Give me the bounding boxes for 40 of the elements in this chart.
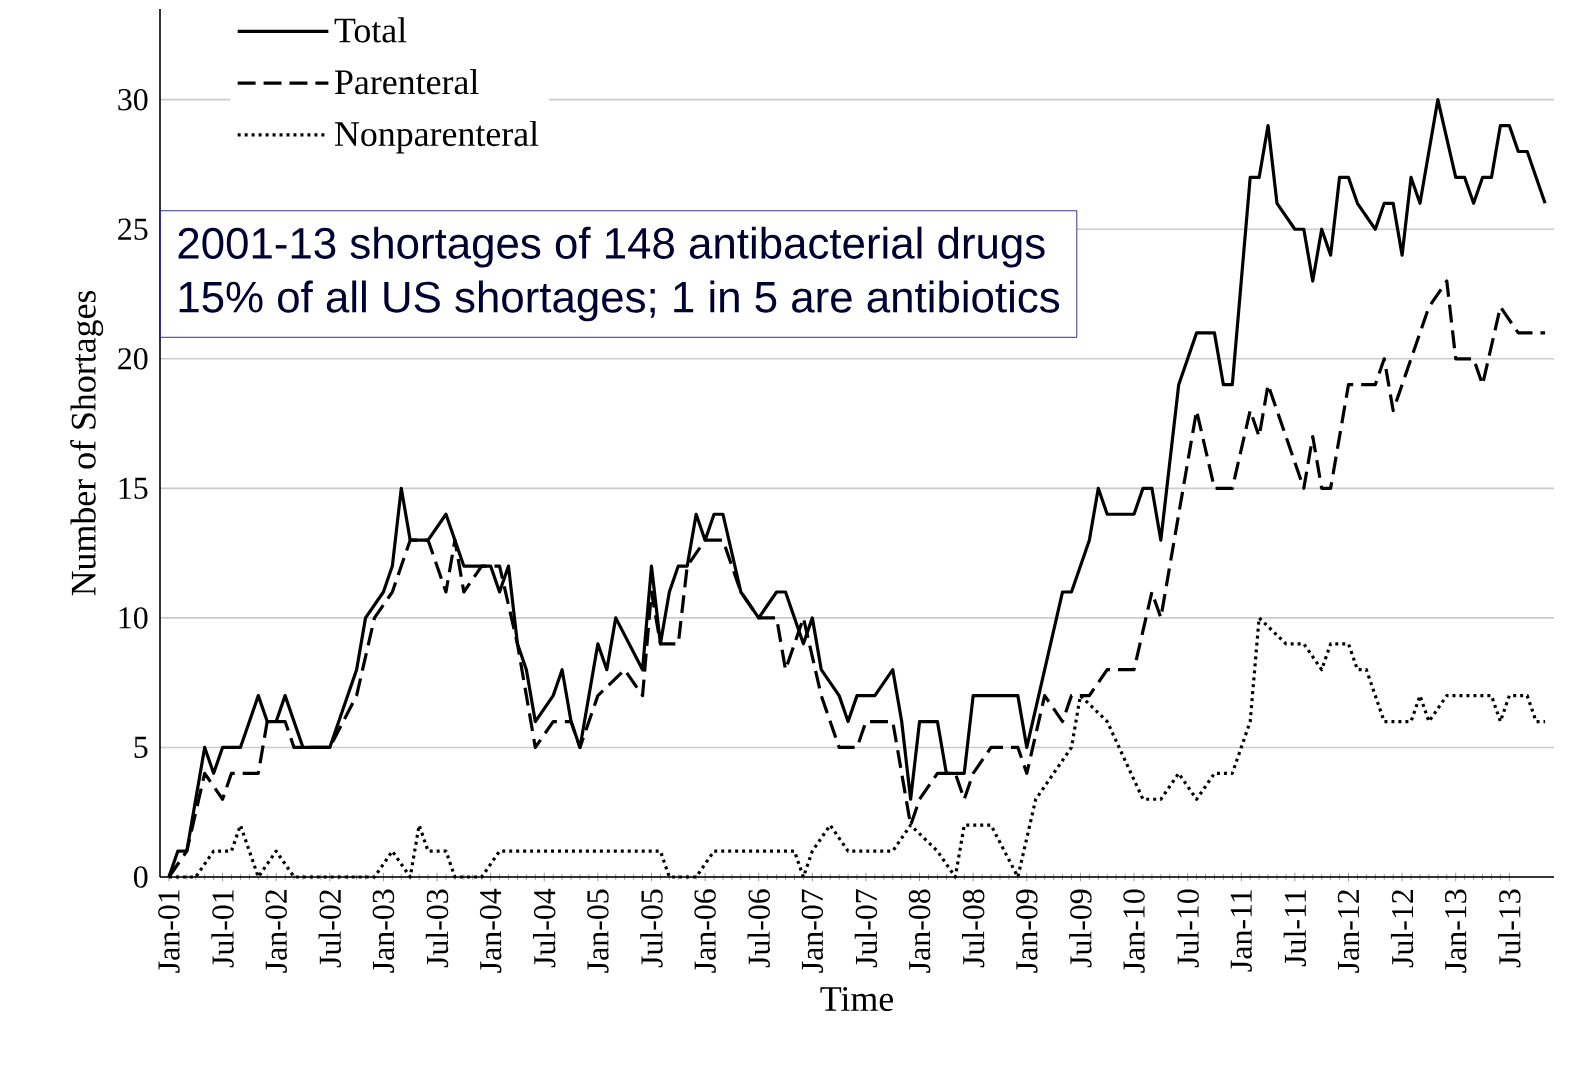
- x-tick-label: Jul-01: [211, 890, 234, 968]
- x-tick-label: Jan-02: [265, 890, 287, 973]
- x-tick-label: Jan-10: [1123, 889, 1145, 973]
- y-tick-label: 5: [134, 736, 148, 759]
- legend-label: Nonparenteral: [335, 120, 539, 154]
- y-tick-label: 25: [118, 218, 148, 240]
- x-tick-label: Jul-03: [425, 889, 449, 968]
- x-tick-label: Jan-13: [1445, 889, 1467, 973]
- x-tick-label: Jan-03: [372, 889, 395, 973]
- y-tick-label: 0: [133, 866, 148, 888]
- x-tick-label: Jul-07: [854, 889, 878, 968]
- x-tick-label: Jan-12: [1337, 890, 1360, 973]
- x-tick-label: Jan-08: [908, 889, 931, 973]
- x-tick-label: Jul-04: [533, 888, 556, 968]
- legend-label: Parenteral: [335, 69, 479, 95]
- legend-label: Total: [334, 17, 407, 43]
- x-tick-label: Jan-07: [801, 889, 824, 973]
- y-axis-title: Number of Shortages: [70, 290, 104, 596]
- x-tick-label: Jul-13: [1498, 889, 1521, 968]
- y-tick-label: 30: [118, 88, 148, 111]
- y-tick-label: 15: [119, 477, 148, 500]
- x-tick-label: Jul-02: [318, 890, 341, 968]
- x-tick-label: Jul-05: [640, 889, 663, 968]
- x-tick-label: Jul-08: [961, 889, 985, 968]
- x-tick-label: Jan-06: [694, 889, 716, 973]
- x-axis-title: Time: [820, 986, 894, 1012]
- x-tick-label: Jul-06: [747, 889, 770, 968]
- annotation: 2001-13 shortages of 148 antibacterial drugs: [178, 226, 1045, 268]
- y-tick-label: 10: [119, 607, 148, 629]
- x-tick-label: Jul-11: [1283, 890, 1307, 967]
- x-tick-label: Jan-01: [158, 890, 180, 973]
- x-tick-label: Jan-04: [479, 888, 502, 973]
- x-tick-label: Jul-10: [1176, 889, 1199, 968]
- x-tick-label: Jul-12: [1390, 890, 1414, 968]
- annotation: 15% of all US shortages; 1 in 5 are antibiotics: [179, 280, 1060, 322]
- x-tick-label: Jan-11: [1230, 890, 1252, 972]
- x-tick-label: Jan-05: [587, 889, 609, 973]
- x-tick-label: Jul-09: [1069, 889, 1092, 968]
- y-tick-label: 20: [118, 348, 148, 370]
- x-tick-label: Jan-09: [1016, 889, 1038, 973]
